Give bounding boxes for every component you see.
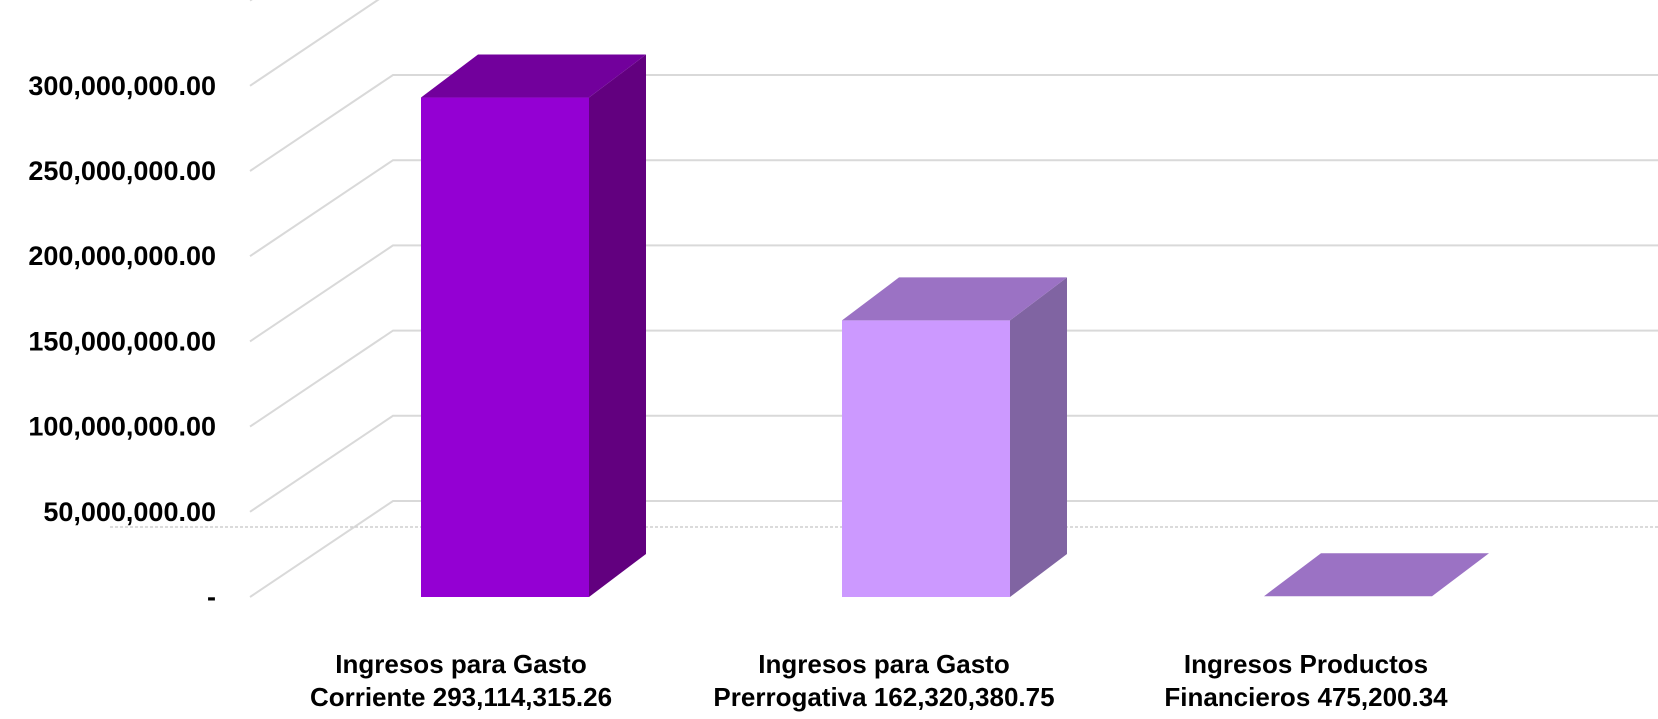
y-tick-label: 300,000,000.00 xyxy=(28,71,216,101)
x-axis-category-labels: Ingresos para Gasto Corriente 293,114,315… xyxy=(310,649,1448,712)
x-category-label: Ingresos Productos Financieros 475,200.34 xyxy=(1164,649,1448,712)
x-category-label-line: Corriente 293,114,315.26 xyxy=(310,682,612,712)
y-tick-label: 50,000,000.00 xyxy=(43,497,216,527)
y-tick-label: - xyxy=(207,582,216,612)
x-category-label: Ingresos para Gasto Prerrogativa 162,320,… xyxy=(713,649,1054,712)
gridline-0 xyxy=(249,500,1658,598)
bar-side-0 xyxy=(589,54,646,598)
y-tick-label: 100,000,000.00 xyxy=(28,412,216,442)
x-category-label-line: Ingresos para Gasto xyxy=(758,649,1009,679)
x-category-label-line: Financieros 475,200.34 xyxy=(1164,682,1448,712)
x-category-label-line: Ingresos Productos xyxy=(1184,649,1428,679)
y-tick-label: 150,000,000.00 xyxy=(28,326,216,356)
gridline-4 xyxy=(249,159,1658,258)
bar-top-0 xyxy=(421,54,646,98)
gridline-7 xyxy=(249,0,253,2)
x-category-label-line: Ingresos para Gasto xyxy=(335,649,586,679)
bars xyxy=(421,54,1489,598)
bar-side-1 xyxy=(1010,277,1067,597)
y-axis-tick-labels: - 50,000,000.00 100,000,000.00 150,000,000.… xyxy=(28,71,216,612)
y-tick-label: 250,000,000.00 xyxy=(28,156,216,186)
x-category-label: Ingresos para Gasto Corriente 293,114,315… xyxy=(310,649,612,712)
bar-top-2 xyxy=(1264,553,1489,597)
gridline-1 xyxy=(249,414,1658,513)
x-category-label-line: Prerrogativa 162,320,380.75 xyxy=(713,682,1054,712)
bar-front-1 xyxy=(842,320,1010,597)
gridline-3 xyxy=(249,244,1658,343)
gridlines xyxy=(110,0,1658,598)
gridline-5 xyxy=(249,74,1658,172)
y-tick-label: 200,000,000.00 xyxy=(28,241,216,271)
bar-front-0 xyxy=(421,97,589,597)
gridline-2 xyxy=(249,329,1658,428)
gridline-6 xyxy=(249,0,380,87)
bar-top-1 xyxy=(842,277,1067,321)
